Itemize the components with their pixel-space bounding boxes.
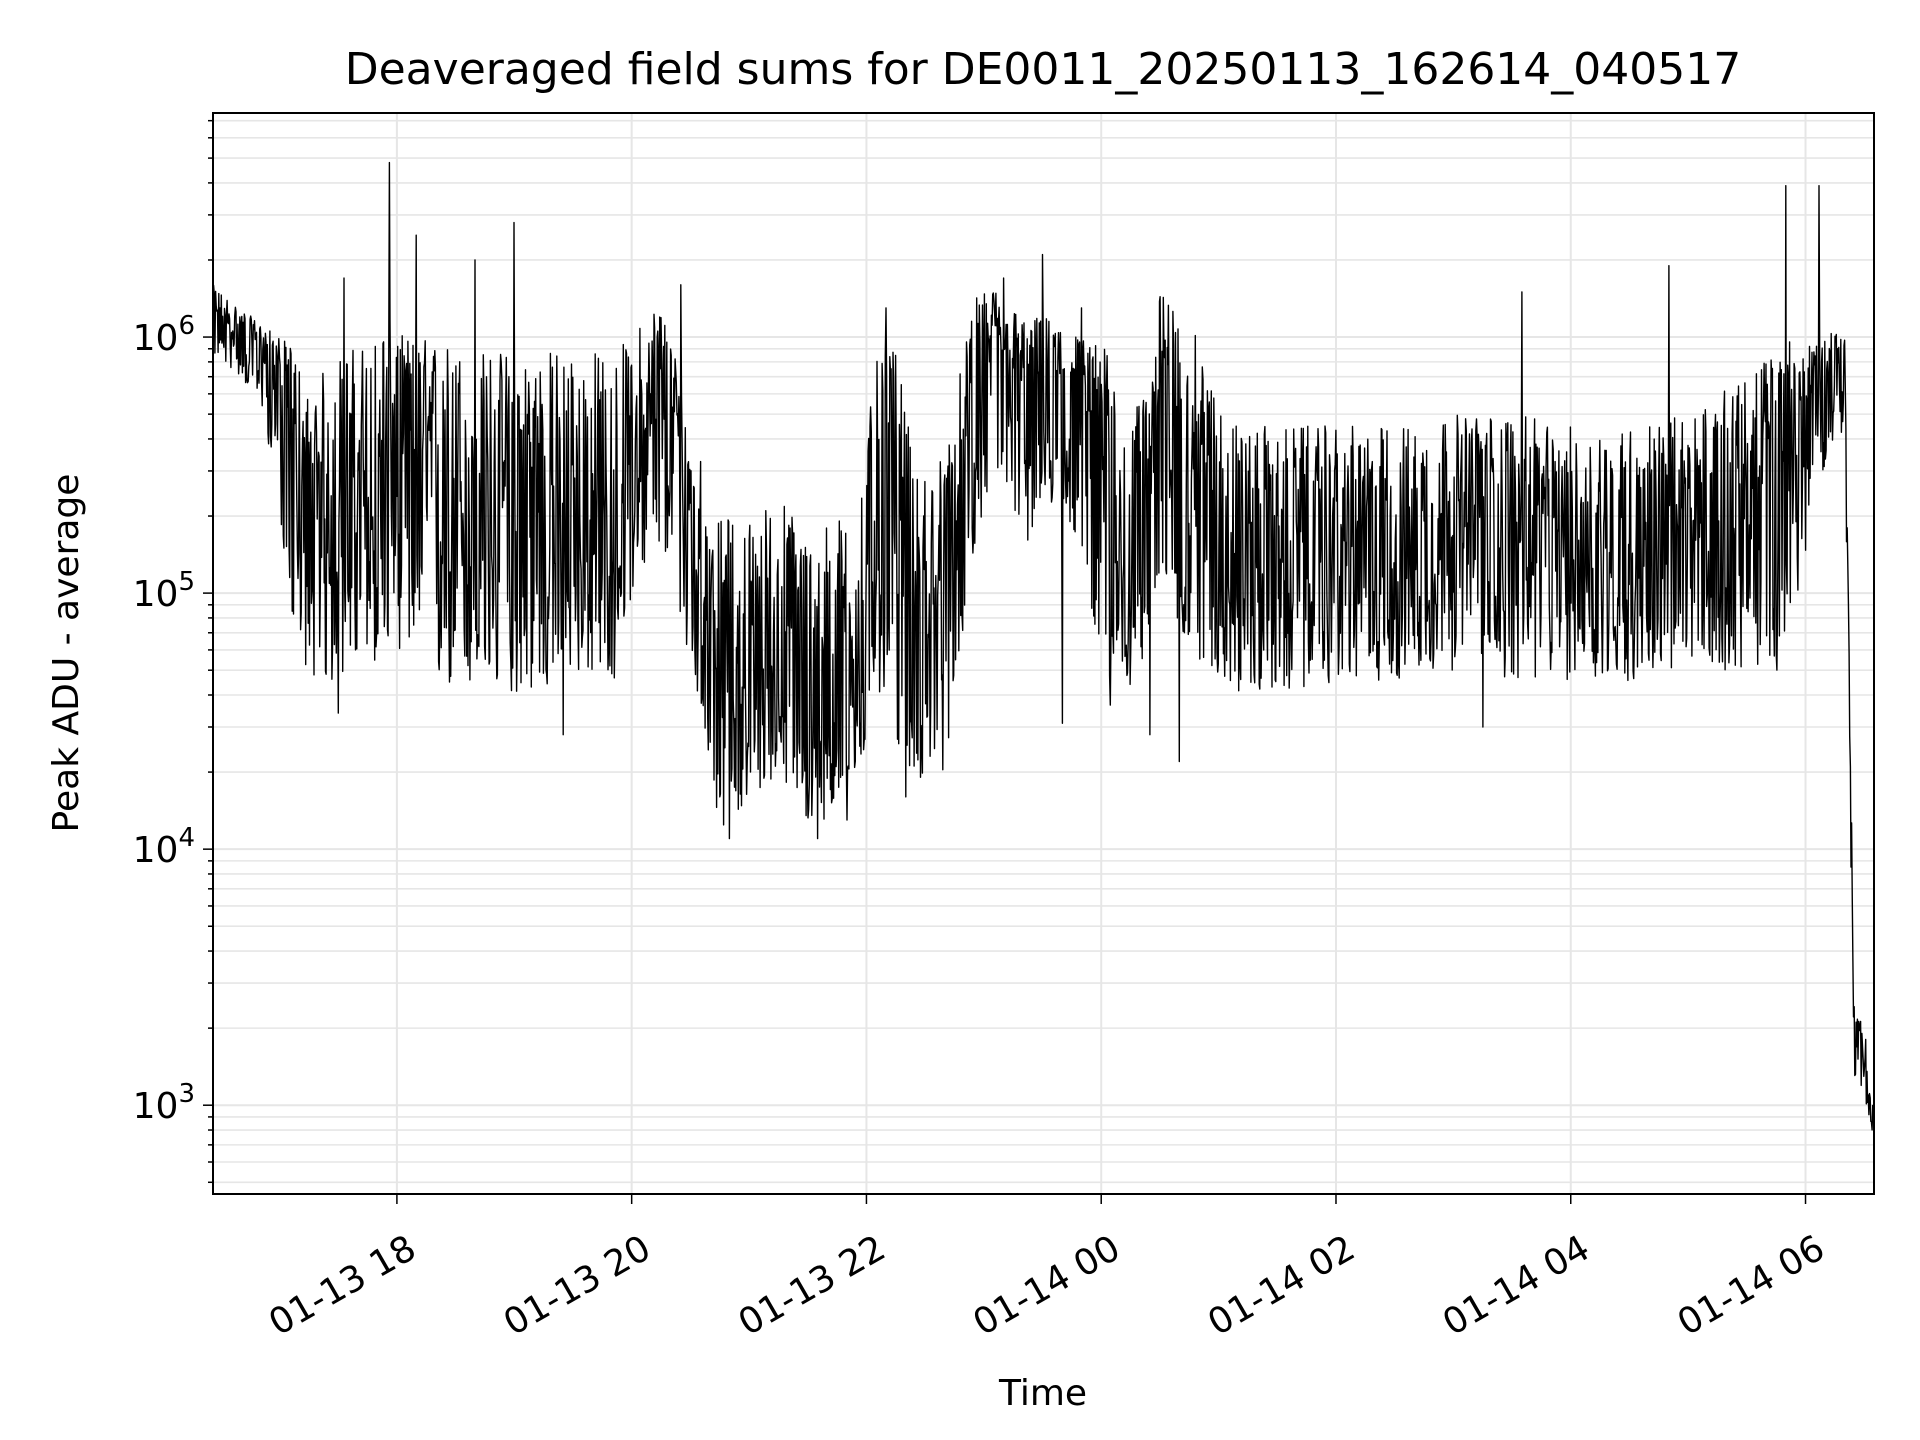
y-tick-exponent: 5 — [178, 567, 195, 597]
y-axis-label: Peak ADU - average — [46, 474, 87, 833]
y-tick-exponent: 4 — [178, 823, 195, 853]
x-axis-label: Time — [998, 1373, 1087, 1414]
series-line — [212, 161, 1875, 1135]
y-tick-label: 106 — [133, 311, 195, 359]
y-tick-base: 10 — [133, 318, 179, 359]
y-tick-label: 103 — [133, 1079, 195, 1127]
chart-title: Deaveraged field sums for DE0011_2025011… — [345, 44, 1742, 95]
data-series — [212, 161, 1875, 1135]
y-tick-base: 10 — [133, 1086, 179, 1127]
y-tick-base: 10 — [133, 574, 179, 615]
y-tick-exponent: 6 — [178, 311, 195, 341]
y-tick-label: 104 — [133, 823, 195, 871]
y-tick-base: 10 — [133, 830, 179, 871]
plot-frame — [212, 112, 1875, 1195]
y-tick-label: 105 — [133, 567, 195, 615]
y-tick-exponent: 3 — [178, 1079, 195, 1109]
